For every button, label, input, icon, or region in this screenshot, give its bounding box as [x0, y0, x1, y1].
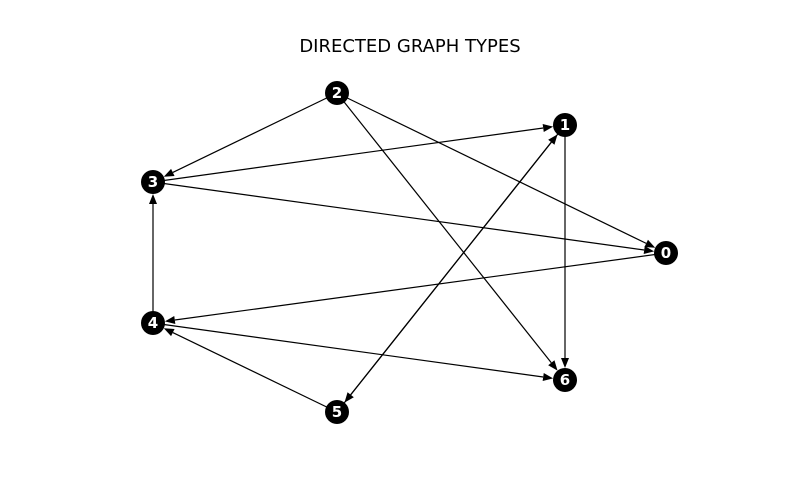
arrow-head — [548, 360, 558, 371]
edge-5-to-1 — [336, 134, 558, 413]
node-3[interactable]: 3 — [141, 170, 165, 194]
node-label: 3 — [148, 173, 158, 191]
node-circle[interactable] — [141, 311, 165, 335]
edge-2-to-6 — [336, 92, 558, 371]
node-circle[interactable] — [553, 368, 577, 392]
graph-title: DIRECTED GRAPH TYPES — [299, 36, 520, 57]
node-1[interactable]: 1 — [553, 113, 577, 137]
node-label: 2 — [332, 84, 342, 102]
node-circle[interactable] — [325, 81, 349, 105]
arrow-head — [163, 328, 175, 337]
edge-5-to-4 — [163, 328, 338, 413]
edge-line — [152, 181, 645, 251]
node-circle[interactable] — [654, 241, 678, 265]
edge-2-to-0 — [336, 92, 656, 248]
node-5[interactable]: 5 — [325, 400, 349, 424]
node-0[interactable]: 0 — [654, 241, 678, 265]
edge-line — [336, 141, 552, 413]
arrow-head — [644, 239, 656, 248]
node-2[interactable]: 2 — [325, 81, 349, 105]
node-4[interactable]: 4 — [141, 311, 165, 335]
arrow-head — [561, 358, 569, 368]
node-label: 4 — [148, 314, 158, 332]
nodes-layer: 0 1 2 3 4 5 6 — [141, 81, 678, 424]
edge-line — [172, 332, 338, 413]
edge-3-to-1 — [152, 124, 554, 183]
edge-line — [174, 252, 667, 321]
edge-3-to-0 — [152, 181, 655, 254]
node-label: 0 — [661, 244, 671, 262]
arrow-head — [149, 194, 157, 204]
edge-1-to-6 — [561, 125, 569, 368]
edge-4-to-3 — [149, 194, 157, 323]
arrow-head — [643, 246, 655, 254]
node-circle[interactable] — [325, 400, 349, 424]
arrow-head — [542, 373, 554, 381]
node-label: 5 — [332, 403, 342, 421]
arrow-head — [542, 124, 554, 132]
node-circle[interactable] — [553, 113, 577, 137]
edge-line — [172, 92, 338, 173]
edge-4-to-6 — [152, 322, 554, 381]
edge-0-to-4 — [164, 252, 667, 324]
arrow-head — [163, 168, 175, 177]
node-6[interactable]: 6 — [553, 368, 577, 392]
edge-line — [336, 92, 552, 364]
edge-line — [336, 92, 647, 244]
edge-line — [152, 127, 544, 183]
edge-line — [152, 322, 544, 378]
node-label: 1 — [560, 116, 570, 134]
node-label: 6 — [560, 371, 570, 389]
edges-layer — [149, 92, 667, 413]
edge-2-to-3 — [163, 92, 338, 177]
arrow-head — [548, 134, 558, 145]
node-circle[interactable] — [141, 170, 165, 194]
arrow-head — [164, 316, 176, 324]
